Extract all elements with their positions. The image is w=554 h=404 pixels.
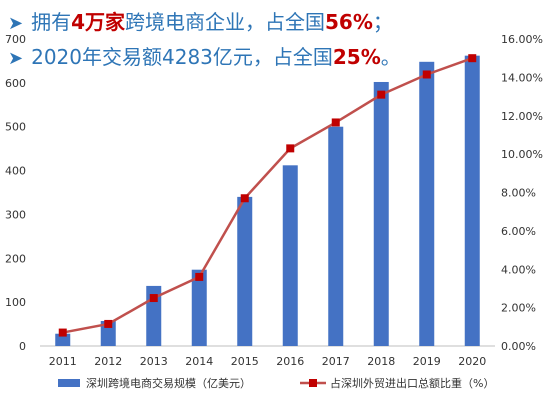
headline-1-pre: 拥有 [31,10,72,34]
y-right-tick-label: 10.00% [501,148,543,161]
arrow-bullet-icon: ➤ [8,48,24,69]
share-line [62,57,473,334]
y-right-tick-label: 8.00% [501,187,536,200]
line-point [240,194,249,203]
y-right-tick-label: 4.00% [501,263,536,276]
x-tick-label: 2012 [94,355,122,368]
x-tick-label: 2017 [322,355,350,368]
line-point [195,272,204,281]
legend-bar-swatch [58,379,80,387]
headline-2-post: 。 [380,45,401,69]
x-tick-label: 2011 [49,355,77,368]
x-tick-label: 2013 [140,355,168,368]
y-right-tick-label: 16.00% [501,33,543,46]
headline-1-highlight-companies: 4万家 [71,10,126,34]
bar [191,269,207,346]
y-left-tick-label: 0 [19,340,26,353]
y-right-tick-label: 6.00% [501,225,536,238]
arrow-bullet-icon: ➤ [8,13,24,34]
y-left-tick-label: 700 [5,33,26,46]
y-left-tick-label: 600 [5,77,26,90]
x-tick-label: 2014 [185,355,213,368]
headline-2-highlight-share: 25% [332,45,381,69]
headline-line-2: ➤ 2020年交易额4283亿元，占全国25%。 [8,41,401,70]
legend-line-marker [309,379,317,387]
line-point [286,144,295,153]
headline-2-pre: 2020年交易额4283亿元，占全国 [31,45,333,69]
y-right-tick-label: 0.00% [501,340,536,353]
x-tick-label: 2018 [367,355,395,368]
legend-line-label: 占深圳外贸进出口总额比重（%） [330,376,494,390]
y-left-tick-label: 300 [5,208,26,221]
bar [282,165,298,346]
bar [328,126,344,346]
line-point [149,294,158,303]
y-left-tick-label: 200 [5,252,26,265]
headline-line-1: ➤ 拥有4万家跨境电商企业，占全国56%； [8,6,393,35]
bar [237,196,253,346]
line-point [58,328,67,337]
bar [464,55,480,347]
legend-bar-label: 深圳跨境电商交易规模（亿美元） [86,376,251,390]
bar [419,61,435,346]
y-left-tick-label: 500 [5,121,26,134]
y-left-tick-label: 100 [5,296,26,309]
line-point [422,70,431,79]
x-tick-label: 2020 [458,355,486,368]
line-point [331,118,340,127]
line-point [104,319,113,328]
y-right-tick-label: 12.00% [501,110,543,123]
headline-1-highlight-share: 56% [325,10,373,34]
y-right-tick-label: 2.00% [501,302,536,315]
y-left-tick-label: 400 [5,165,26,178]
headline-1-post: ； [372,10,393,34]
headline-1-mid: 跨境电商企业，占全国 [125,10,326,34]
line-point [468,54,477,63]
y-right-tick-label: 14.00% [501,71,543,84]
x-tick-label: 2015 [231,355,259,368]
bar [373,81,389,346]
x-tick-label: 2019 [413,355,441,368]
bar [55,333,71,346]
line-point [377,90,386,99]
x-tick-label: 2016 [276,355,304,368]
